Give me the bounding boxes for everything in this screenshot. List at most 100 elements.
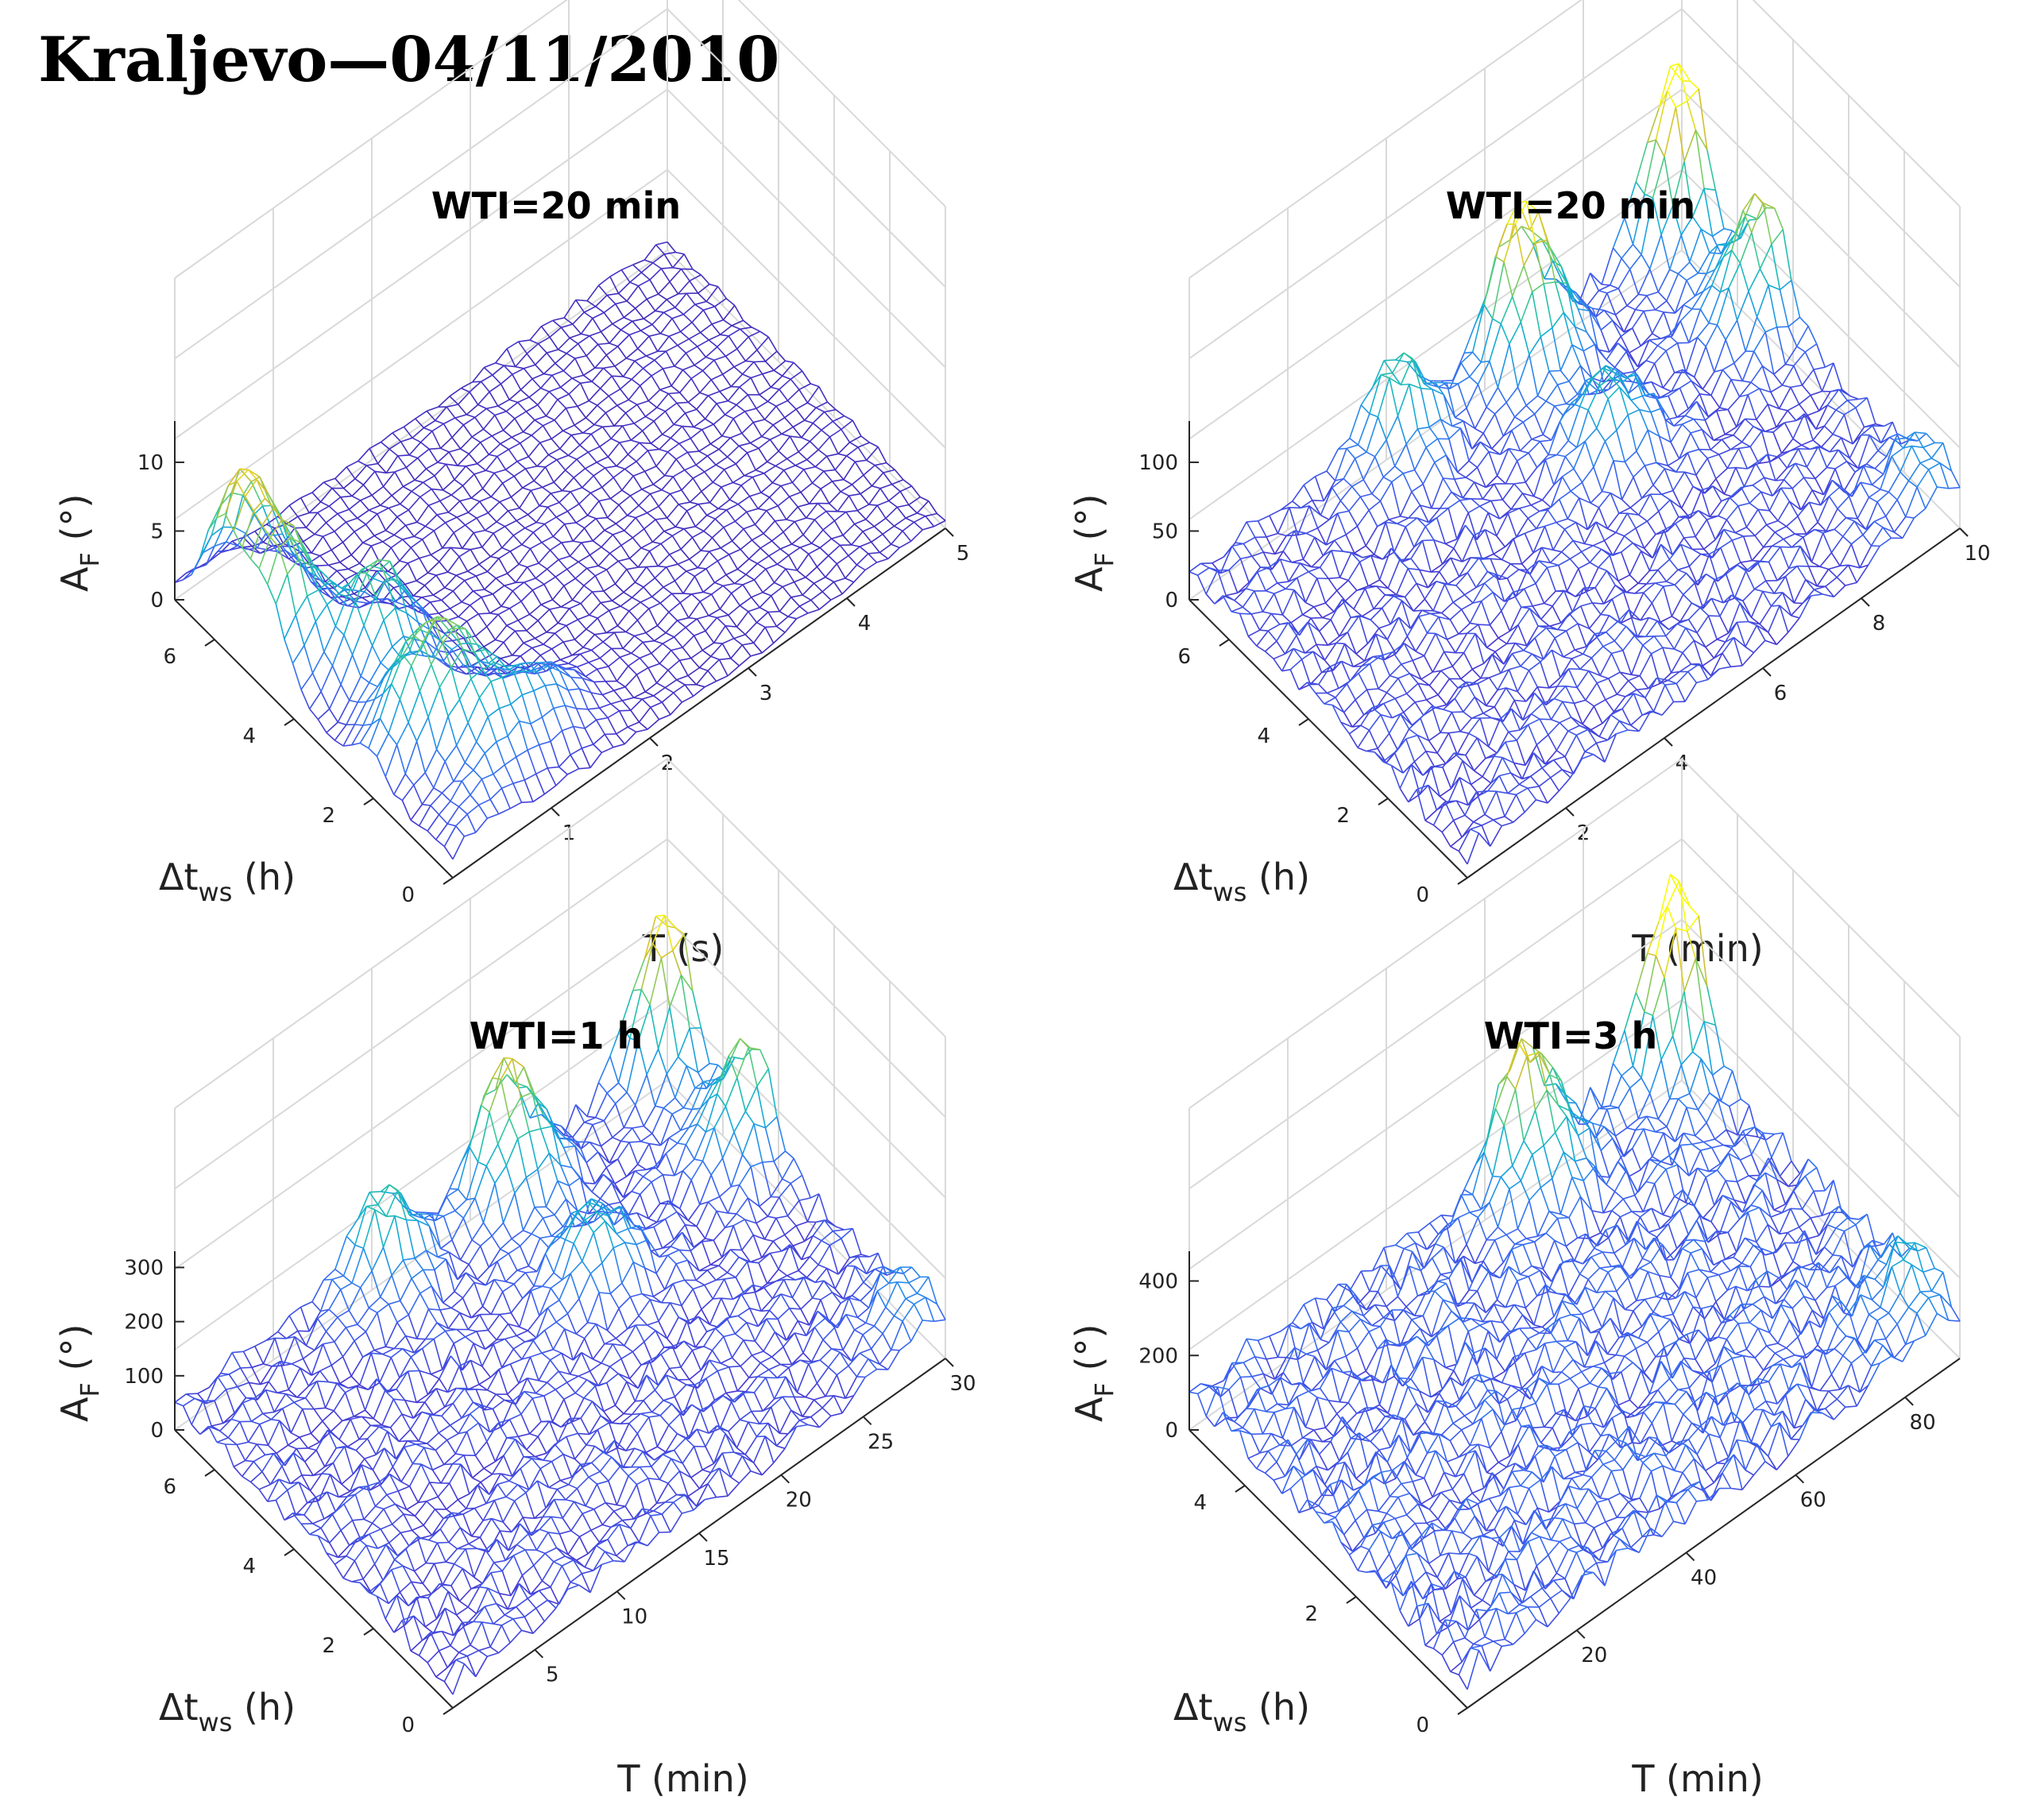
- mesh-segment: [607, 442, 620, 458]
- mesh-segment: [771, 386, 780, 390]
- mesh-segment: [508, 388, 522, 400]
- mesh-segment: [1695, 290, 1704, 297]
- mesh-segment: [481, 472, 495, 489]
- mesh-segment: [1632, 311, 1644, 329]
- mesh-segment: [1331, 487, 1342, 501]
- mesh-segment: [701, 481, 713, 493]
- mesh-segment: [1621, 477, 1634, 500]
- mesh-segment: [490, 482, 504, 497]
- mesh-segment: [508, 399, 518, 404]
- mesh-segment: [1490, 500, 1501, 520]
- mesh-segment: [579, 444, 589, 453]
- mesh-segment: [1770, 384, 1783, 393]
- mesh-segment: [1818, 404, 1828, 412]
- mesh-segment: [419, 690, 429, 718]
- mesh-segment: [1345, 534, 1355, 554]
- mesh-segment: [1401, 663, 1410, 674]
- mesh-segment: [1440, 665, 1453, 672]
- mesh-segment: [611, 647, 620, 658]
- mesh-segment: [928, 500, 938, 514]
- mesh-segment: [462, 664, 475, 674]
- mesh-segment: [1300, 500, 1313, 509]
- mesh-segment: [1644, 462, 1657, 466]
- mesh-segment: [419, 664, 432, 692]
- mesh-segment: [625, 348, 639, 359]
- mesh-segment: [638, 504, 648, 514]
- mesh-segment: [376, 733, 389, 757]
- mesh-segment: [1347, 561, 1361, 581]
- mesh-segment: [860, 485, 872, 495]
- mesh-segment: [449, 396, 459, 405]
- mesh-segment: [763, 465, 776, 474]
- mesh-segment: [345, 521, 355, 532]
- mesh-segment: [427, 686, 441, 718]
- mesh-segment: [846, 455, 856, 462]
- mesh-segment: [543, 373, 553, 377]
- mesh-segment: [812, 411, 825, 424]
- mesh-segment: [1519, 504, 1532, 509]
- mesh-segment: [578, 555, 590, 562]
- mesh-segment: [466, 672, 475, 675]
- mesh-segment: [1317, 519, 1330, 529]
- mesh-segment: [1428, 427, 1439, 439]
- mesh-segment: [574, 669, 583, 679]
- mesh-segment: [502, 429, 512, 439]
- mesh-segment: [714, 582, 724, 587]
- mesh-segment: [391, 646, 401, 658]
- mesh-segment: [1660, 390, 1672, 399]
- mesh-segment: [535, 767, 548, 775]
- mesh-segment: [454, 466, 467, 481]
- mesh-segment: [1491, 435, 1504, 450]
- mesh-segment: [1756, 404, 1768, 420]
- mesh-segment: [1821, 434, 1834, 448]
- mesh-segment: [554, 632, 564, 643]
- mesh-segment: [228, 545, 238, 551]
- mesh-segment: [721, 637, 735, 644]
- mesh-segment: [1663, 311, 1673, 337]
- mesh-segment: [821, 429, 831, 438]
- mesh-segment: [1589, 310, 1602, 330]
- mesh-segment: [446, 404, 458, 408]
- mesh-segment: [533, 480, 543, 489]
- mesh-segment: [575, 708, 586, 729]
- mesh-segment: [1397, 415, 1407, 445]
- mesh-segment: [705, 616, 718, 632]
- mesh-segment: [1322, 616, 1331, 620]
- mesh-segment: [1256, 630, 1269, 647]
- mesh-segment: [831, 535, 844, 539]
- mesh-segment: [641, 698, 651, 708]
- mesh-segment: [1409, 384, 1419, 430]
- mesh-segment: [779, 543, 792, 550]
- mesh-segment: [439, 629, 450, 641]
- mesh-segment: [442, 547, 451, 549]
- mesh-segment: [265, 497, 274, 508]
- mesh-segment: [1219, 546, 1233, 574]
- mesh-segment: [875, 462, 887, 466]
- mesh-segment: [391, 495, 401, 505]
- mesh-segment: [705, 630, 715, 643]
- mesh-segment: [753, 627, 766, 643]
- mesh-segment: [1449, 362, 1462, 389]
- mesh-segment: [325, 570, 338, 582]
- mesh-segment: [485, 667, 498, 677]
- mesh-segment: [1645, 360, 1655, 365]
- mesh-segment: [767, 400, 777, 407]
- mesh-segment: [571, 647, 584, 656]
- mesh-segment: [1815, 343, 1826, 368]
- mesh-segment: [1423, 633, 1436, 656]
- mesh-segment: [593, 634, 604, 643]
- mesh-segment: [640, 262, 654, 273]
- mesh-segment: [523, 431, 532, 436]
- mesh-segment: [1447, 508, 1458, 539]
- mesh-segment: [1768, 284, 1780, 291]
- mesh-segment: [328, 684, 342, 709]
- mesh-segment: [544, 516, 557, 525]
- mesh-segment: [531, 665, 543, 672]
- mesh-segment: [574, 639, 584, 648]
- mesh-segment: [638, 706, 651, 723]
- mesh-segment: [1515, 642, 1527, 647]
- mesh-segment: [1469, 361, 1482, 377]
- mesh-segment: [574, 628, 587, 640]
- mesh-segment: [330, 549, 341, 563]
- mesh-segment: [260, 549, 269, 555]
